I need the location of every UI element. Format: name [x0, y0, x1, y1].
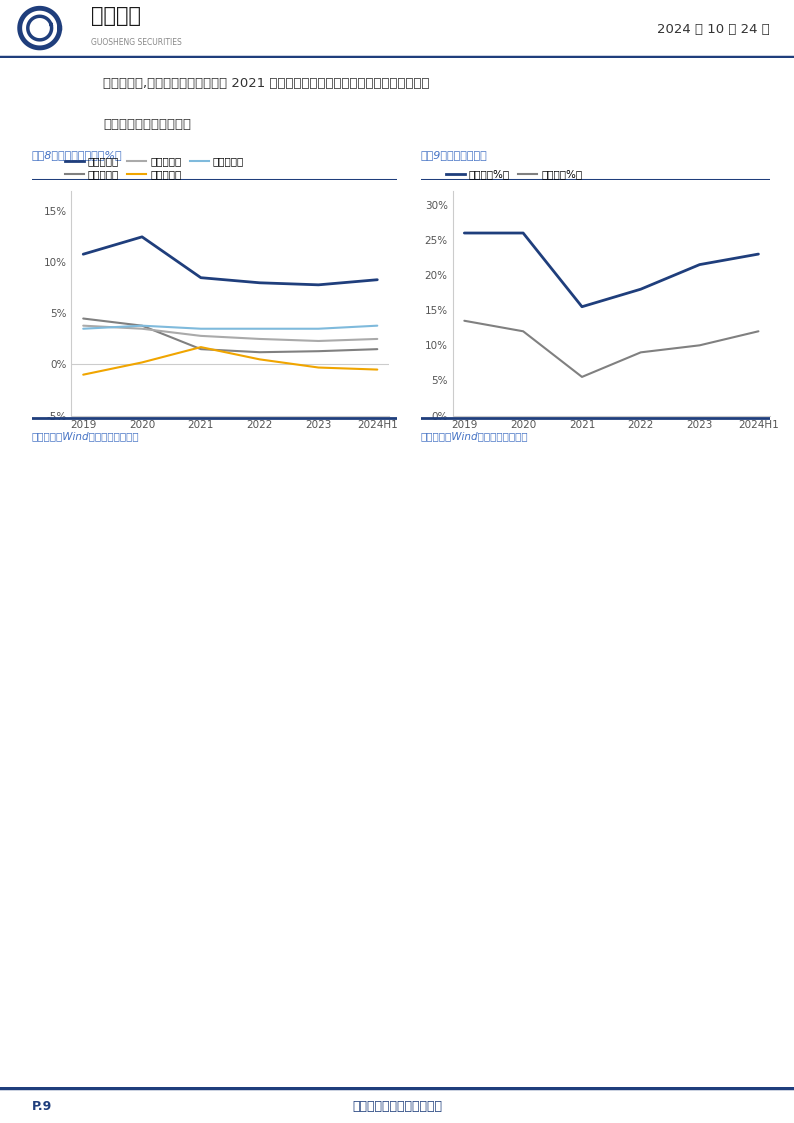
Text: 请仔细阅读本报告末页声明: 请仔细阅读本报告末页声明 [352, 1101, 442, 1113]
Text: 图表8：公司费率情况（%）: 图表8：公司费率情况（%） [32, 149, 122, 159]
Text: 长期看来盈利能力良好。: 长期看来盈利能力良好。 [103, 118, 191, 130]
Text: 图表9：公司盈利能力: 图表9：公司盈利能力 [421, 149, 488, 159]
Text: P.9: P.9 [32, 1101, 52, 1113]
Text: 费能力优异,公司毛利率和净利率仅 2021 年受到汇率波动和大宗原材料价格上涨影响，: 费能力优异,公司毛利率和净利率仅 2021 年受到汇率波动和大宗原材料价格上涨影… [103, 77, 430, 90]
Circle shape [31, 19, 48, 37]
Legend: 期间费用率, 销售费用率, 管理费用率, 财务费用率, 研发费用率: 期间费用率, 销售费用率, 管理费用率, 财务费用率, 研发费用率 [61, 152, 249, 183]
Text: 2024 年 10 月 24 日: 2024 年 10 月 24 日 [657, 22, 770, 36]
Text: 资料来源：Wind，国盛证券研究所: 资料来源：Wind，国盛证券研究所 [421, 431, 529, 441]
Text: 资料来源：Wind，国盛证券研究所: 资料来源：Wind，国盛证券研究所 [32, 431, 140, 441]
Legend: 毛利率（%）, 净利率（%）: 毛利率（%）, 净利率（%） [442, 165, 587, 183]
Text: 国盛证券: 国盛证券 [91, 7, 141, 26]
Text: GUOSHENG SECURITIES: GUOSHENG SECURITIES [91, 37, 182, 46]
